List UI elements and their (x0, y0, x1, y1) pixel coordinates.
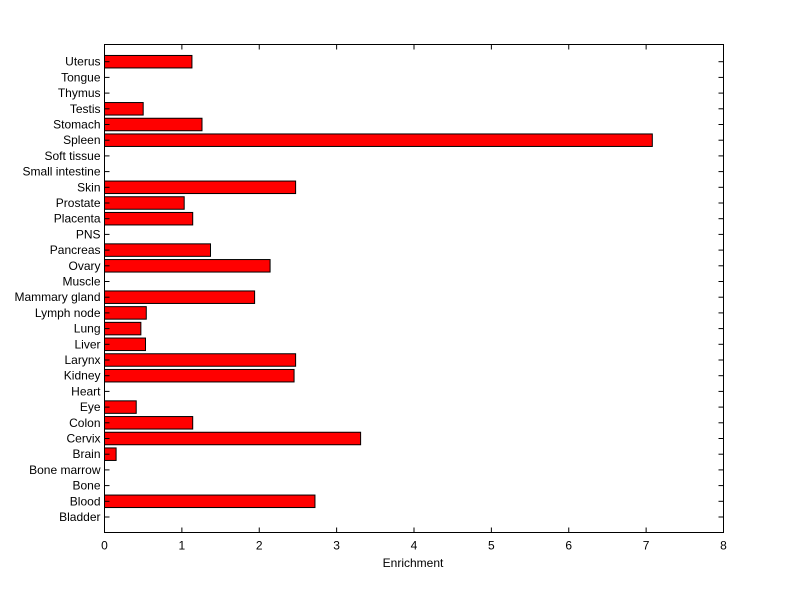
bar (104, 337, 147, 352)
x-tick-label: 6 (565, 539, 572, 553)
bar (104, 494, 316, 509)
y-tick-label: Skin (77, 180, 100, 194)
y-tick-label: Bone (72, 479, 100, 493)
bar (104, 431, 362, 446)
y-tick-label: Soft tissue (44, 149, 100, 163)
y-tick-label: Cervix (66, 432, 100, 446)
bar (104, 353, 297, 367)
bar (104, 196, 185, 210)
y-tick-label: Small intestine (22, 165, 100, 179)
y-tick-label: Kidney (64, 369, 101, 383)
y-tick-label: Ovary (68, 259, 100, 273)
y-tick-label: Pancreas (50, 243, 101, 257)
y-tick-label: Mammary gland (14, 290, 100, 304)
bars-group (104, 54, 653, 509)
y-tick-label: Spleen (63, 133, 100, 147)
y-tick-label: Thymus (58, 86, 101, 100)
bar (104, 54, 193, 69)
x-tick-label: 1 (179, 539, 186, 553)
bar (104, 306, 147, 320)
bar (104, 133, 653, 147)
y-tick-label: Eye (80, 400, 101, 414)
x-tick-label: 0 (101, 539, 108, 553)
y-tick-label: Lung (74, 322, 101, 336)
y-tick-label: Liver (74, 337, 100, 351)
y-tick-label: Placenta (54, 212, 101, 226)
y-tick-label: Larynx (64, 353, 100, 367)
y-tick-label: Tongue (61, 70, 101, 84)
x-axis-label: Enrichment (383, 556, 444, 570)
y-tick-label: Testis (70, 102, 101, 116)
y-tick-label: Lymph node (35, 306, 101, 320)
x-tick-label: 8 (720, 539, 727, 553)
y-tick-label: Bladder (59, 510, 100, 524)
y-tick-label: Muscle (62, 275, 100, 289)
x-tick-label: 7 (643, 539, 650, 553)
y-tick-label: Brain (72, 447, 100, 461)
x-tick-label: 2 (256, 539, 263, 553)
bar (104, 368, 295, 383)
y-tick-label: Prostate (56, 196, 101, 210)
x-tick-label: 5 (488, 539, 495, 553)
y-tick-label: Blood (70, 494, 101, 508)
y-tick-label: Colon (69, 416, 100, 430)
ticks-group (104, 44, 724, 533)
bar (104, 117, 203, 132)
y-tick-label: Uterus (65, 55, 100, 69)
x-tick-label: 4 (411, 539, 418, 553)
bar (104, 416, 194, 430)
y-tick-label: Bone marrow (29, 463, 101, 477)
y-tick-label: Heart (71, 384, 101, 398)
bar (104, 102, 144, 116)
bar (104, 321, 142, 336)
bar (104, 211, 194, 226)
bar (104, 259, 271, 273)
x-tick-label: 3 (333, 539, 340, 553)
y-tick-label: PNS (76, 227, 101, 241)
bar (104, 243, 212, 257)
bar (104, 180, 297, 195)
bar (104, 290, 256, 304)
plot-area-frame (104, 44, 724, 533)
y-tick-label: Stomach (53, 118, 100, 132)
